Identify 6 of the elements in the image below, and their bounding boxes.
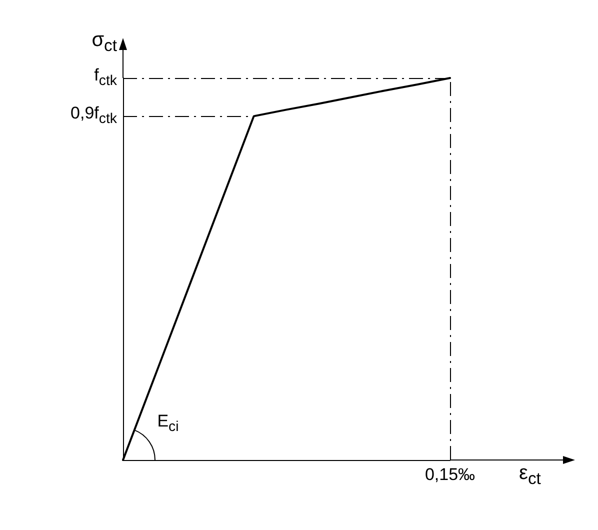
ref-line-label: 0,9f$_{ctk}$: [70, 104, 117, 128]
y-axis-title: σ$_{ct}$: [92, 28, 117, 56]
x-axis-title: ε$_{ct}$: [519, 462, 541, 488]
text: 0,15‰: [424, 465, 476, 485]
ref-line-label: f$_{ctk}$: [94, 66, 117, 90]
annotation: E$_{ci}$: [157, 412, 179, 436]
